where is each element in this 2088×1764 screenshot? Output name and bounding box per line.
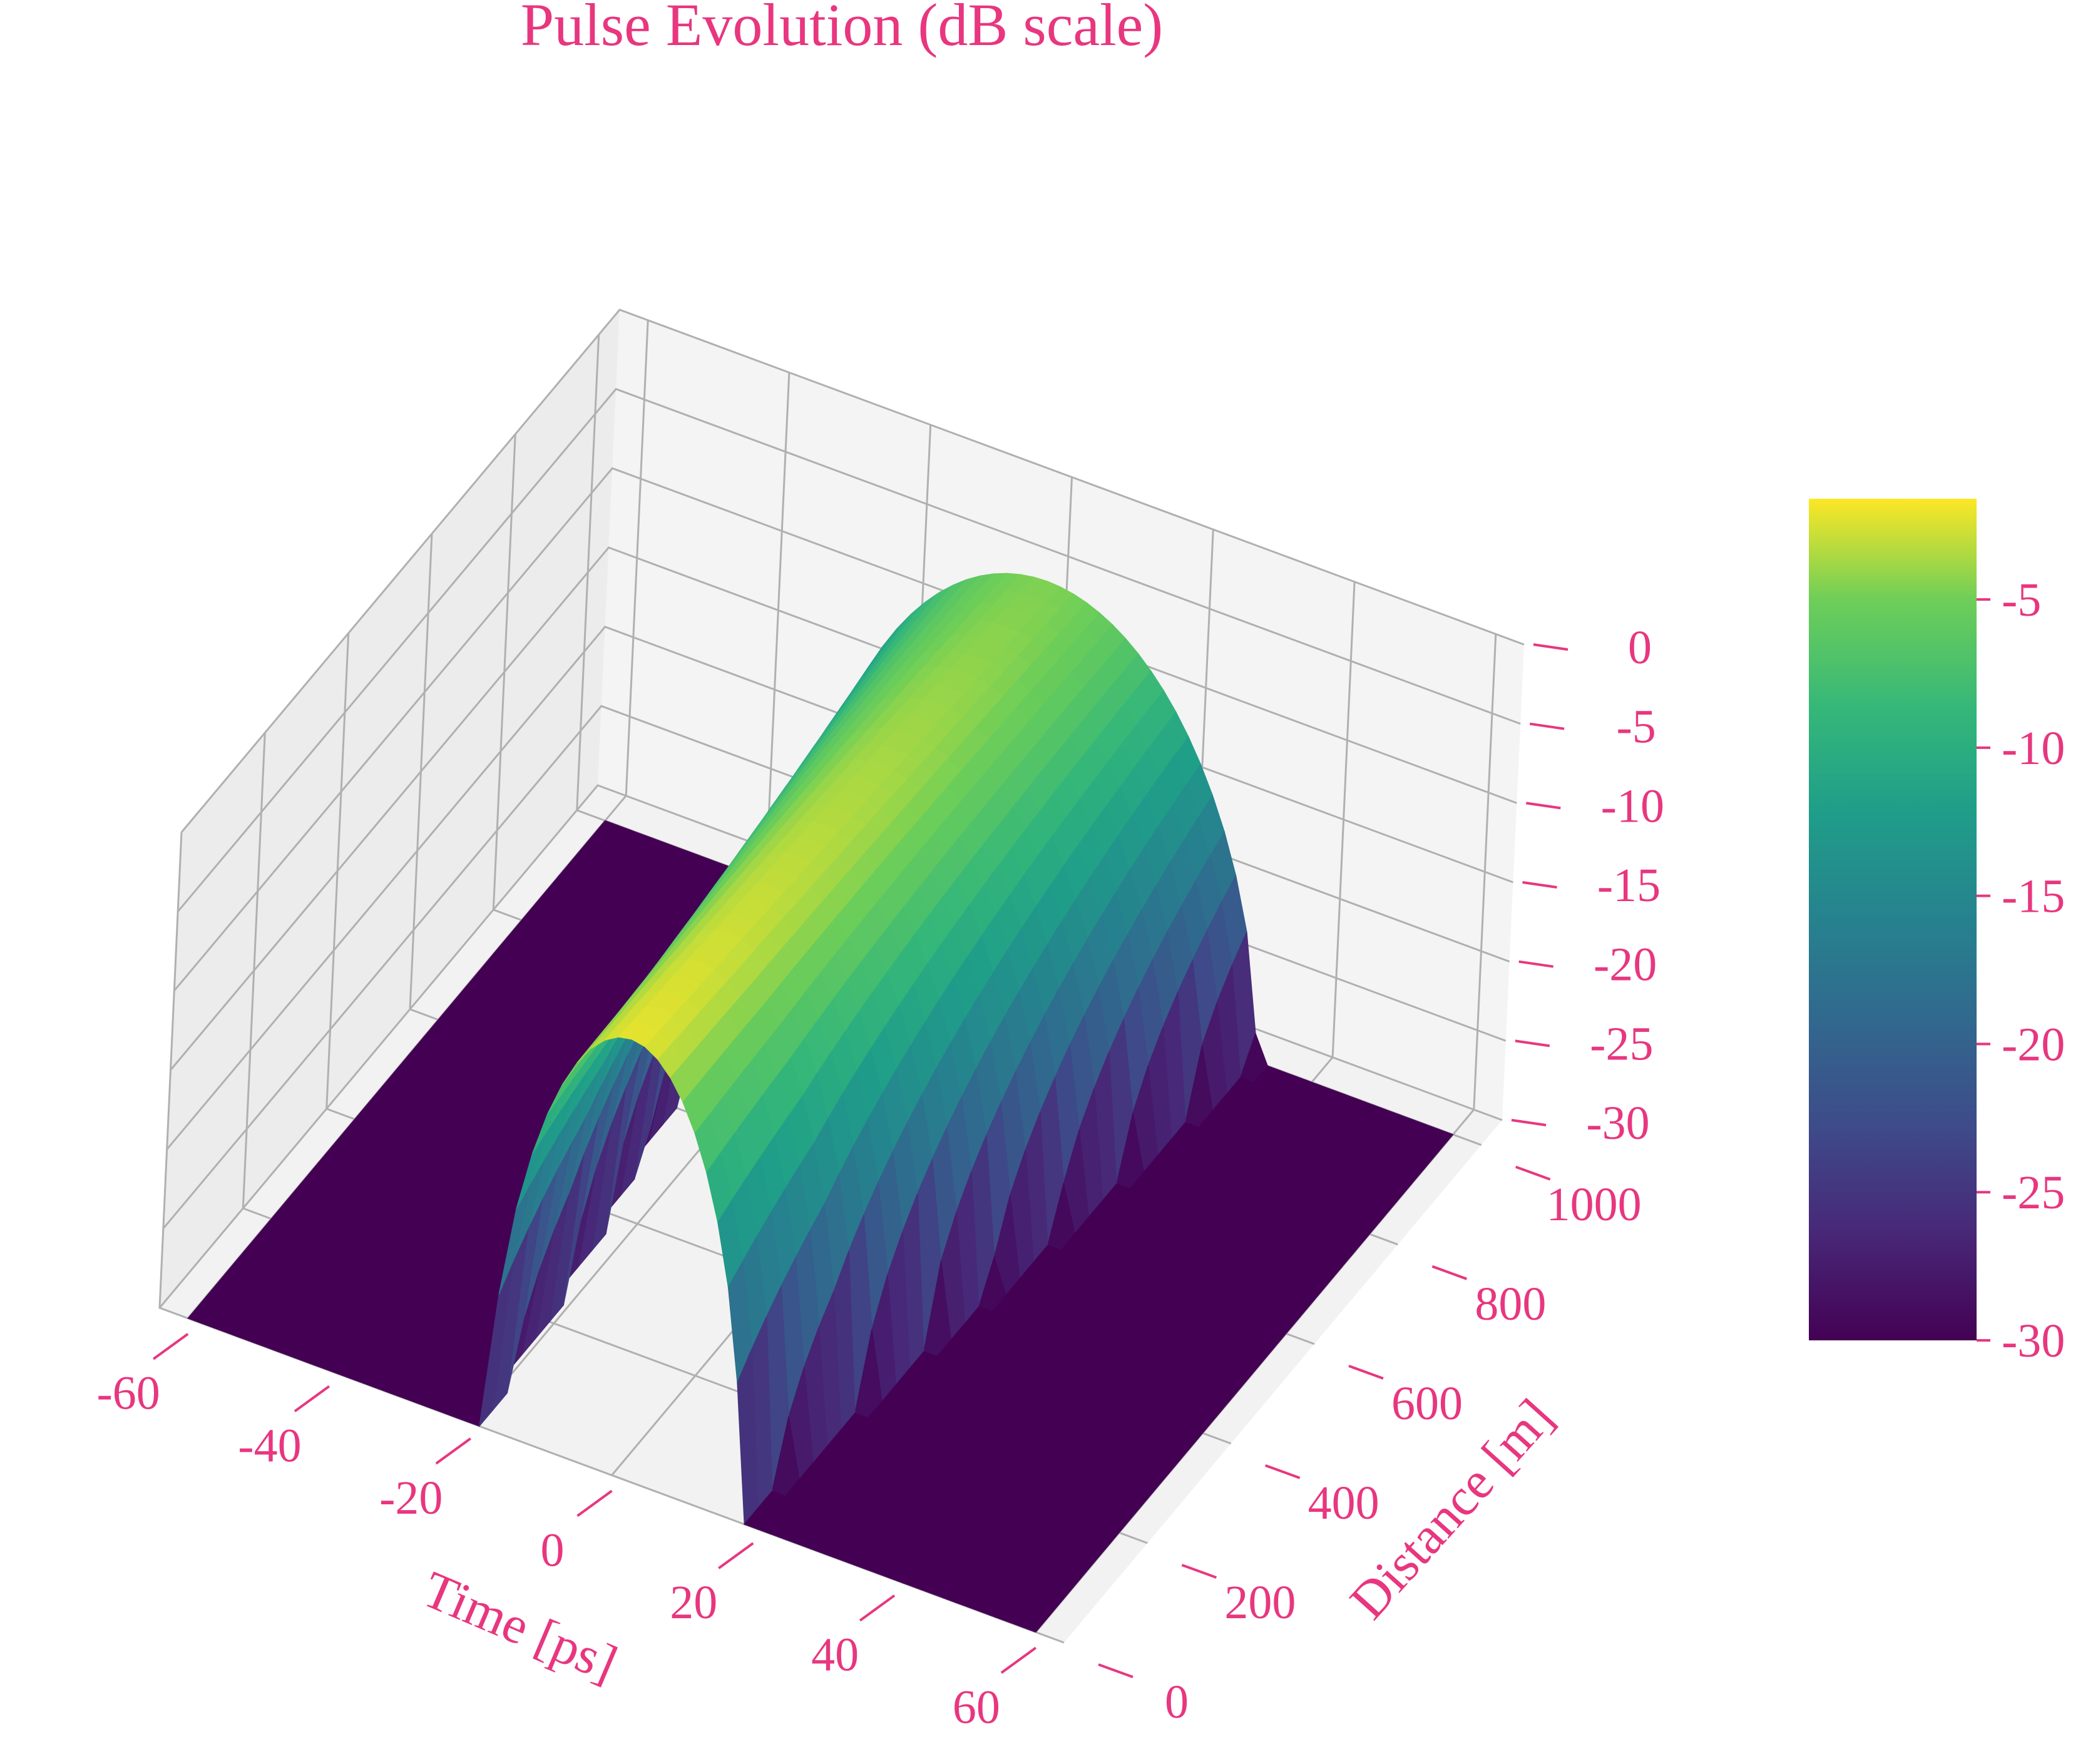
grid-line-level — [180, 308, 1525, 833]
z-tick-mark — [1518, 960, 1553, 968]
x-tick-mark — [718, 1542, 754, 1569]
x-tick-label: 60 — [953, 1681, 1000, 1733]
y-tick-label: 200 — [1224, 1576, 1296, 1629]
z-tick-label: -5 — [1617, 701, 1656, 753]
x-tick-label: 40 — [811, 1629, 859, 1681]
colorbar: -5 -10 -15 -20 -25 -30 — [1809, 499, 2065, 1367]
surface-facet — [1021, 1610, 1051, 1633]
grid-line-level — [173, 467, 1517, 992]
x-tick-mark — [294, 1385, 330, 1412]
z-tick-mark — [1522, 881, 1557, 889]
x-tick-mark — [576, 1489, 613, 1517]
y-tick-label: 400 — [1308, 1477, 1379, 1529]
z-tick-mark — [1533, 643, 1569, 651]
grid-line-level — [170, 546, 1514, 1071]
z-tick-label: 0 — [1628, 621, 1652, 674]
x-tick-label: 0 — [541, 1524, 565, 1577]
z-tick-label: -30 — [1586, 1097, 1649, 1150]
x-tick-label: 20 — [670, 1576, 717, 1629]
z-tick-label: -25 — [1590, 1017, 1653, 1070]
z-tick-label: -10 — [1601, 780, 1664, 832]
colorbar-tick-label: -30 — [2002, 1315, 2065, 1367]
colorbar-tick-label: -25 — [2002, 1166, 2065, 1219]
y-tick-label: 800 — [1475, 1278, 1546, 1330]
colorbar-gradient — [1809, 499, 1977, 1340]
z-tick-mark — [1515, 1039, 1550, 1048]
y-tick-mark — [1431, 1265, 1468, 1280]
grid-line-level — [177, 387, 1521, 912]
z-tick-mark — [1511, 1119, 1547, 1126]
y-tick-mark — [1515, 1165, 1551, 1181]
z-tick-mark — [1529, 722, 1565, 730]
colorbar-ticks: -5 -10 -15 -20 -25 -30 — [1977, 574, 2065, 1367]
colorbar-tick-label: -5 — [2002, 574, 2041, 626]
x-tick-mark — [152, 1333, 189, 1360]
y-tick-label: 600 — [1391, 1377, 1463, 1430]
y-tick-mark — [1181, 1564, 1217, 1579]
z-tick-label: -20 — [1594, 939, 1657, 991]
x-axis-label: Time [ps] — [415, 1560, 625, 1693]
z-tick-label: -15 — [1597, 859, 1661, 912]
x-tick-mark — [1000, 1646, 1037, 1674]
chart-title: Pulse Evolution (dB scale) — [521, 0, 1164, 58]
colorbar-tick-label: -10 — [2002, 722, 2065, 775]
z-axis-ticks: 0 -5 -10 -15 -20 -25 -30 — [1511, 621, 1664, 1150]
y-tick-label: 1000 — [1547, 1178, 1642, 1231]
x-axis-ticks: -60 -40 -20 0 20 40 60 — [97, 1333, 1037, 1733]
x-tick-label: -40 — [238, 1419, 301, 1472]
y-tick-mark — [1264, 1464, 1301, 1479]
x-tick-label: -20 — [379, 1472, 443, 1524]
y-tick-mark — [1098, 1663, 1134, 1678]
z-tick-mark — [1526, 802, 1561, 810]
colorbar-tick-label: -20 — [2002, 1018, 2065, 1071]
y-tick-label: 0 — [1165, 1676, 1189, 1728]
colorbar-tick-label: -15 — [2002, 870, 2065, 923]
x-tick-mark — [859, 1594, 896, 1622]
x-tick-label: -60 — [97, 1367, 160, 1420]
y-tick-mark — [1348, 1364, 1384, 1380]
pulse-surface — [187, 573, 1454, 1633]
x-tick-mark — [435, 1437, 471, 1465]
